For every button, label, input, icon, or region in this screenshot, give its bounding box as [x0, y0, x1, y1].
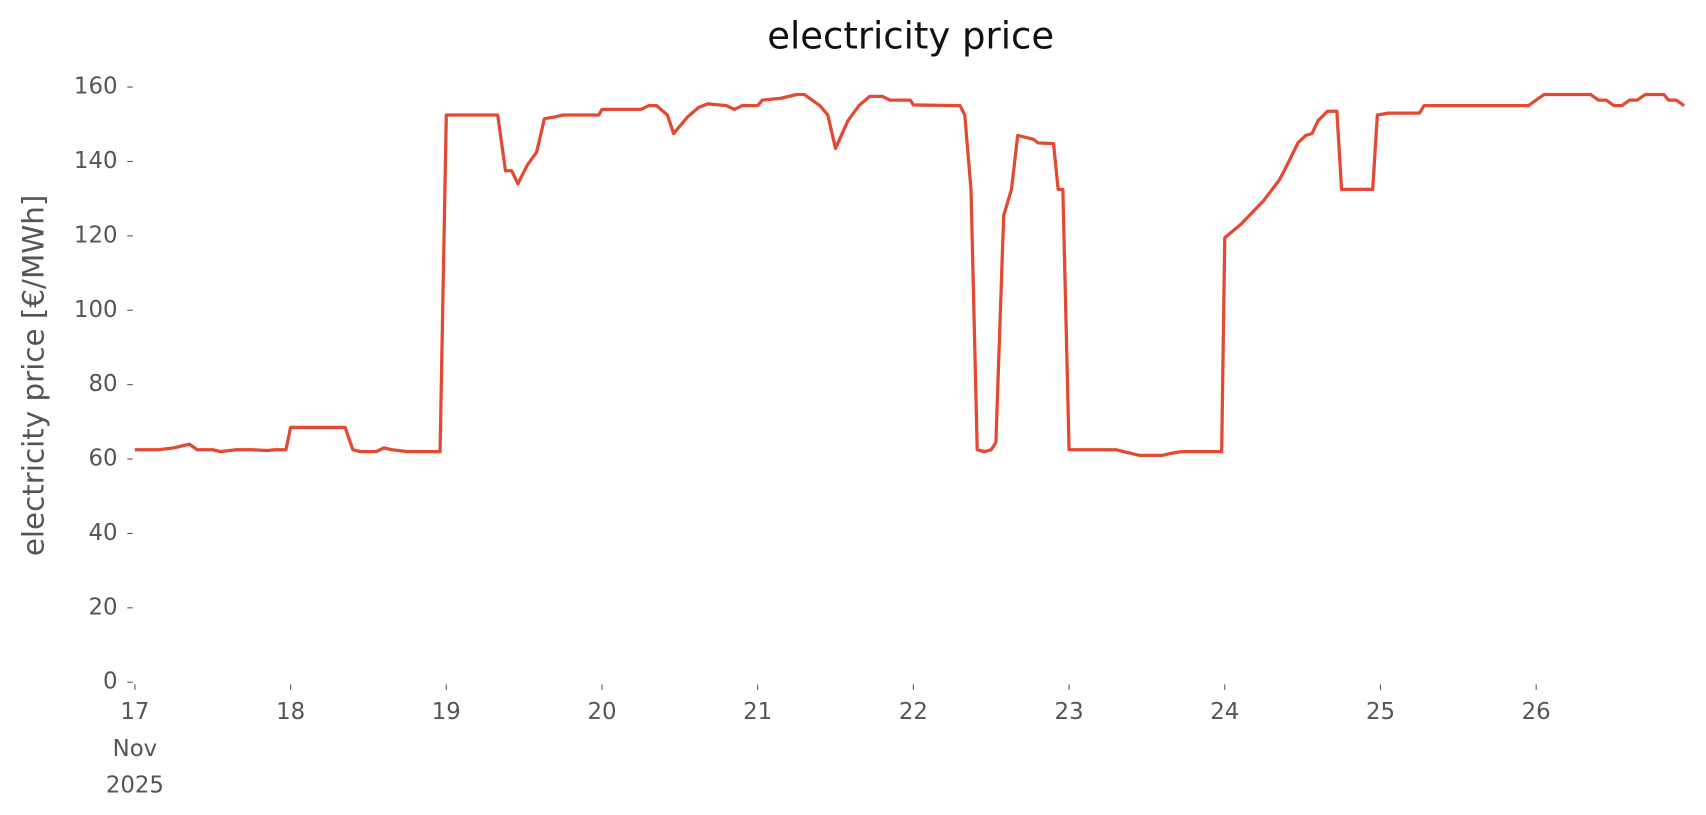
y-tick-label: 20: [88, 594, 117, 620]
x-tick-label: 20: [587, 699, 616, 725]
y-tick-label: 60: [88, 446, 117, 472]
x-tick-label: 23: [1055, 699, 1084, 725]
y-tick-label: 0: [103, 669, 118, 695]
y-axis-label: electricity price [€/MWh]: [16, 195, 50, 557]
x-tick-label: 26: [1522, 699, 1551, 725]
y-tick-label: 120: [74, 222, 118, 248]
x-tick-label: 21: [743, 699, 772, 725]
x-tick-label: 25: [1366, 699, 1395, 725]
x-tick-label: 22: [899, 699, 928, 725]
y-tick-label: 40: [88, 520, 117, 546]
x-tick-label: 17 Nov 2025: [106, 699, 164, 798]
chart-title: electricity price: [767, 15, 1054, 58]
price-line: [134, 92, 1686, 457]
x-tick-label: 18: [276, 699, 305, 725]
y-tick-label: 140: [74, 148, 118, 174]
y-tick-label: 100: [74, 297, 118, 323]
x-tick-label: 24: [1210, 699, 1239, 725]
y-tick-label: 80: [88, 371, 117, 397]
y-tick-label: 160: [74, 74, 118, 100]
x-tick-label: 19: [432, 699, 461, 725]
